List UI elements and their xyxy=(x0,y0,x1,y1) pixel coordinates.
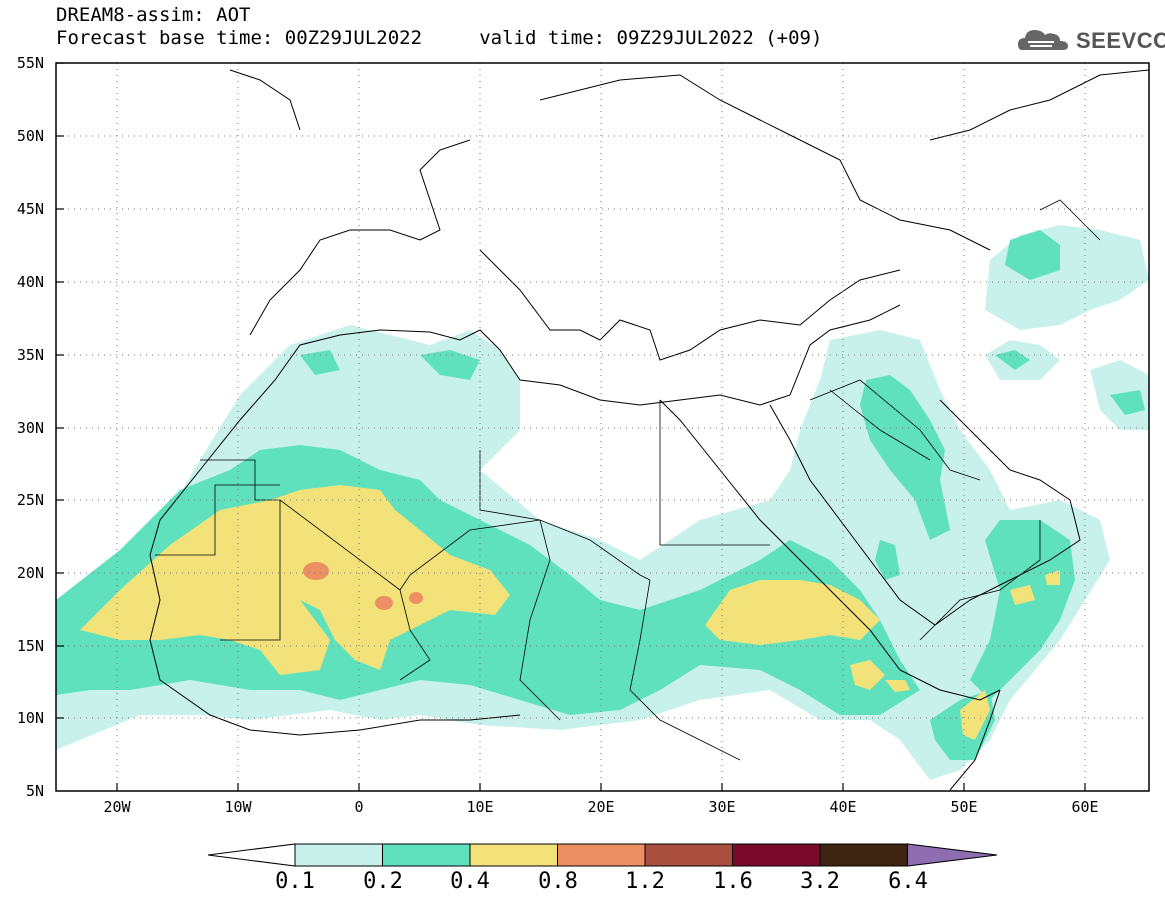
colorbar-swatch xyxy=(644,843,733,867)
lat-label: 50N xyxy=(16,127,44,145)
colorbar-label: 0.2 xyxy=(363,869,403,894)
seevccc-logo: SEEVCCC xyxy=(1016,22,1165,58)
lon-label: 0 xyxy=(354,798,364,816)
lon-label: 60E xyxy=(1071,798,1099,816)
lon-label: 20W xyxy=(103,798,131,816)
coastlines xyxy=(149,69,1149,791)
colorbar-swatch xyxy=(557,843,646,867)
colorbar-label: 1.6 xyxy=(713,869,753,894)
lat-label: 10N xyxy=(16,709,44,727)
lat-label: 40N xyxy=(16,273,44,291)
lon-label: 30E xyxy=(708,798,736,816)
gridlines xyxy=(56,63,1149,791)
logo-text: SEEVCCC xyxy=(1076,28,1165,53)
lon-label: 40E xyxy=(829,798,857,816)
forecast-time-subtitle: Forecast base time: 00Z29JUL2022 valid t… xyxy=(56,27,823,49)
aot-band-0.4 xyxy=(80,485,1060,740)
lat-label: 30N xyxy=(16,419,44,437)
colorbar-label: 3.2 xyxy=(800,869,840,894)
colorbar-swatch xyxy=(819,843,908,867)
lon-label: 50E xyxy=(950,798,978,816)
colorbar-label: 1.2 xyxy=(625,869,665,894)
axis-ticks xyxy=(56,62,1086,791)
lat-label: 15N xyxy=(16,637,44,655)
colorbar xyxy=(207,843,998,867)
lon-label: 20E xyxy=(587,798,615,816)
colorbar-swatch xyxy=(732,843,821,867)
colorbar-label: 0.1 xyxy=(275,869,315,894)
colorbar-label: 0.8 xyxy=(538,869,578,894)
lat-label: 25N xyxy=(16,491,44,509)
lat-label: 35N xyxy=(16,346,44,364)
lat-label: 5N xyxy=(25,782,44,800)
chart-title: DREAM8-assim: AOT xyxy=(56,4,251,26)
aot-band-0.8 xyxy=(303,562,423,610)
colorbar-swatch xyxy=(469,843,558,867)
colorbar-swatch xyxy=(382,843,471,867)
country-borders xyxy=(155,199,1101,761)
lon-label: 10W xyxy=(224,798,252,816)
colorbar-swatch xyxy=(294,843,383,867)
aot-fields xyxy=(56,225,1149,780)
colorbar-under-arrow xyxy=(207,843,296,867)
colorbar-label: 6.4 xyxy=(888,869,928,894)
lon-label: 10E xyxy=(466,798,494,816)
lat-label: 20N xyxy=(16,564,44,582)
colorbar-over-arrow xyxy=(907,843,998,867)
cloud-icon xyxy=(1018,30,1068,50)
map-frame xyxy=(55,62,1150,792)
colorbar-label: 0.4 xyxy=(450,869,490,894)
lat-label: 55N xyxy=(16,54,44,72)
lat-label: 45N xyxy=(16,200,44,218)
